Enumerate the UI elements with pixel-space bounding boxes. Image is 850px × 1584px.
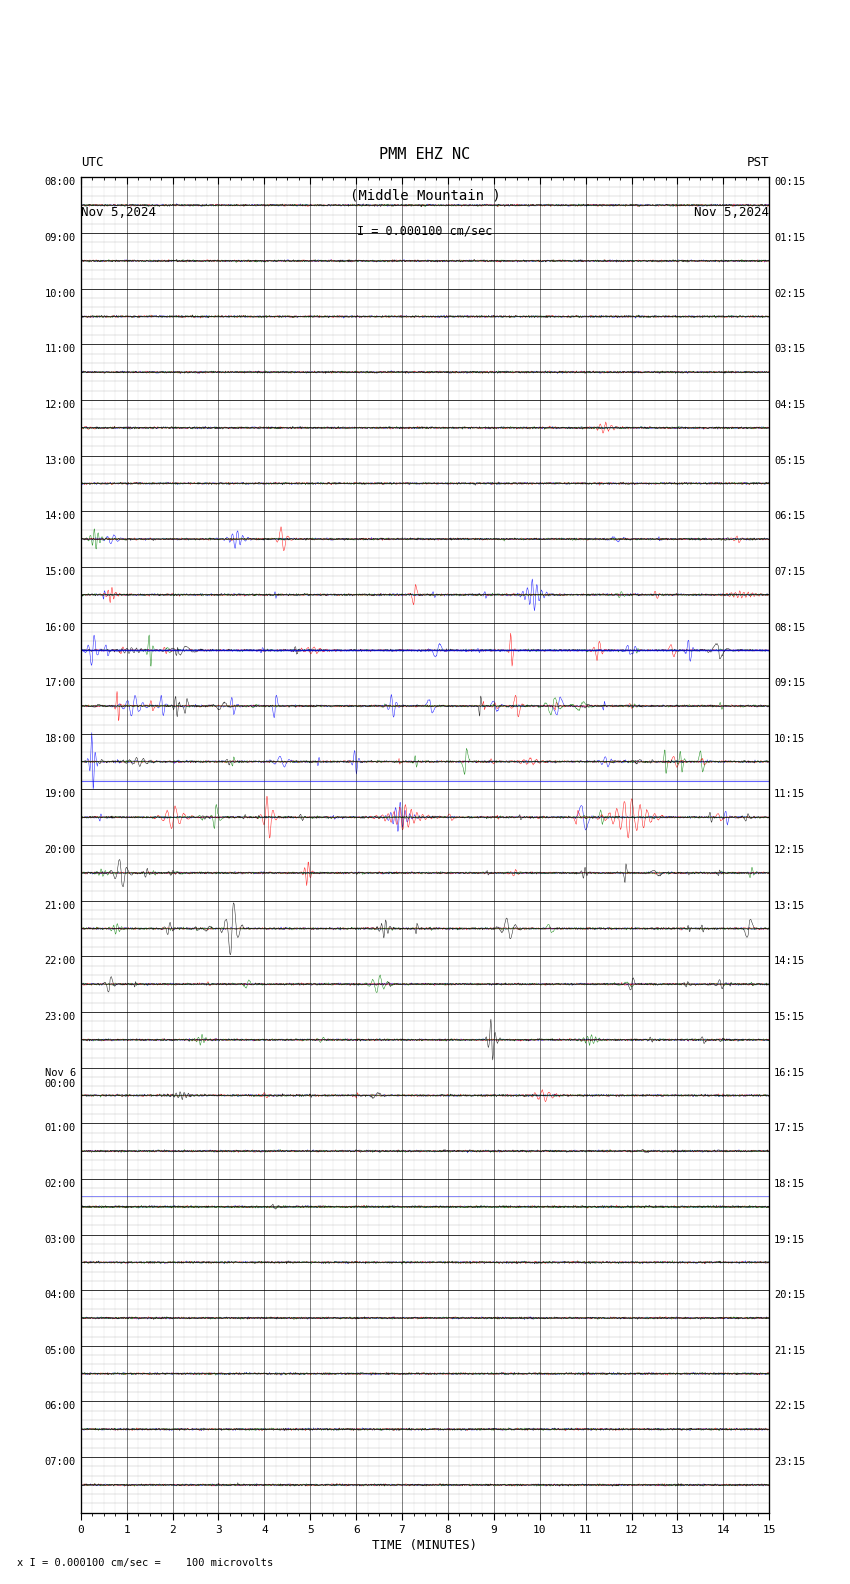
Text: UTC: UTC xyxy=(81,157,103,169)
Text: I = 0.000100 cm/sec: I = 0.000100 cm/sec xyxy=(357,225,493,238)
Text: Nov 5,2024: Nov 5,2024 xyxy=(81,206,156,219)
Text: (Middle Mountain ): (Middle Mountain ) xyxy=(349,188,501,203)
Text: x I = 0.000100 cm/sec =    100 microvolts: x I = 0.000100 cm/sec = 100 microvolts xyxy=(17,1559,273,1568)
Text: PST: PST xyxy=(747,157,769,169)
X-axis label: TIME (MINUTES): TIME (MINUTES) xyxy=(372,1538,478,1552)
Text: Nov 5,2024: Nov 5,2024 xyxy=(694,206,769,219)
Text: PMM EHZ NC: PMM EHZ NC xyxy=(379,147,471,162)
